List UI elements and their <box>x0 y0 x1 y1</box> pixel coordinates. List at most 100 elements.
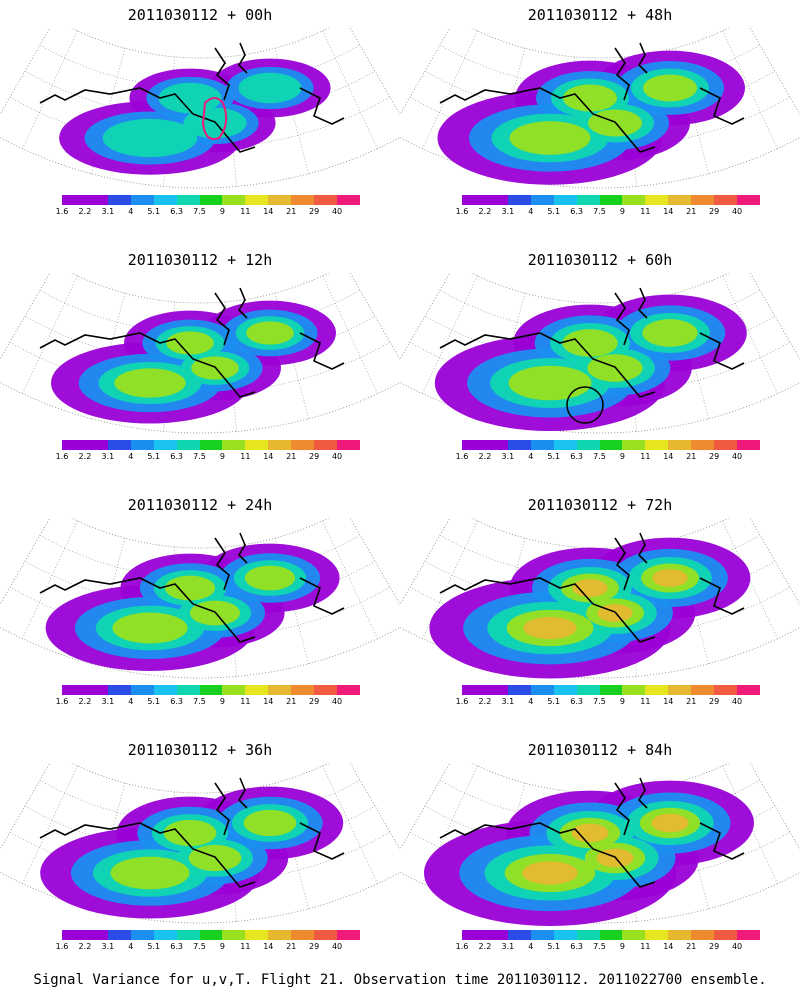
colorbar-segment <box>268 195 292 205</box>
colorbar-tick-label: 29 <box>309 942 320 951</box>
colorbar-tick-label: 40 <box>731 942 743 951</box>
colorbar-tick-label: 40 <box>731 697 743 706</box>
colorbar-tick-label: 4 <box>128 207 134 216</box>
colorbar-segment <box>668 685 692 695</box>
colorbar-tick-label: 3.1 <box>501 452 515 461</box>
colorbar-segment <box>153 440 177 450</box>
panel-title: 2011030112 + 12h <box>127 251 273 269</box>
colorbar-tick-label: 29 <box>709 942 720 951</box>
colorbar-tick-label: 11 <box>240 452 251 461</box>
colorbar-tick-label: 1.6 <box>55 207 69 216</box>
colorbar-segment <box>153 930 177 940</box>
colorbar-tick-label: 14 <box>663 697 674 706</box>
colorbar-segment <box>599 685 623 695</box>
colorbar-tick-label: 14 <box>263 942 274 951</box>
colorbar-segment <box>599 930 623 940</box>
coastline <box>39 287 345 398</box>
colorbar-segment <box>176 685 200 695</box>
colorbar-segment <box>84 930 108 940</box>
longitude-gridline <box>322 765 378 884</box>
coastline <box>39 532 345 643</box>
colorbar-tick-label: 9 <box>619 452 625 461</box>
colorbar-segment <box>507 195 531 205</box>
colorbar-tick-label: 29 <box>309 697 320 706</box>
colorbar-tick-label: 11 <box>640 697 651 706</box>
colorbar-segment <box>530 195 554 205</box>
colorbar-segment <box>314 195 338 205</box>
colorbar <box>62 930 360 940</box>
variance-contour <box>509 121 591 155</box>
variance-contour <box>651 813 689 833</box>
longitude-gridline <box>322 30 378 149</box>
colorbar-tick-label: 1.6 <box>55 452 69 461</box>
colorbar-segment <box>153 685 177 695</box>
coastline <box>39 42 345 153</box>
forecast-panel: 2011030112 + 12h 1.6 2.2 3.1 4 5.1 6.3 7.5 9 11 14… <box>0 245 400 490</box>
colorbar-tick-label: 4 <box>528 452 534 461</box>
colorbar-segment <box>107 195 131 205</box>
colorbar-tick-label: 4 <box>128 697 134 706</box>
colorbar-tick-label: 6.3 <box>570 697 583 706</box>
variance-contour <box>508 365 592 401</box>
colorbar-tick-label: 21 <box>286 697 297 706</box>
colorbar-tick-label: 11 <box>240 942 251 951</box>
variance-contour <box>166 331 214 355</box>
colorbar-tick-label: 11 <box>640 942 651 951</box>
colorbar-tick-label: 29 <box>709 697 720 706</box>
coastline <box>439 777 745 888</box>
colorbar-tick-label: 3.1 <box>501 207 515 216</box>
colorbar-tick-label: 6.3 <box>170 942 183 951</box>
colorbar <box>462 440 760 450</box>
colorbar-tick-label: 9 <box>619 207 625 216</box>
colorbar-segment <box>62 195 85 205</box>
colorbar-tick-label: 6.3 <box>570 452 583 461</box>
colorbar-tick-label: 21 <box>686 697 697 706</box>
map-plot <box>400 763 800 926</box>
colorbar-segment <box>314 440 338 450</box>
colorbar-ticks: 1.6 2.2 3.1 4 5.1 6.3 7.5 9 11 14 21 29 40 <box>48 942 378 954</box>
colorbar-tick-label: 9 <box>219 942 225 951</box>
colorbar-tick-label: 6.3 <box>170 207 183 216</box>
variance-contour <box>164 575 216 601</box>
colorbar-segment <box>222 440 246 450</box>
colorbar-tick-label: 7.5 <box>193 697 206 706</box>
colorbar-tick-label: 40 <box>731 452 743 461</box>
colorbar-segment <box>291 440 315 450</box>
colorbar-segment <box>668 440 692 450</box>
colorbar-tick-label: 7.5 <box>193 452 206 461</box>
target-circle <box>566 386 604 424</box>
colorbar-segment <box>553 685 577 695</box>
colorbar-segment <box>176 930 200 940</box>
colorbar-segment <box>553 440 577 450</box>
colorbar-segment <box>714 440 738 450</box>
colorbar-segment <box>245 930 269 940</box>
colorbar-tick-label: 2.2 <box>78 942 92 951</box>
colorbar-segment <box>530 440 554 450</box>
colorbar-tick-label: 3.1 <box>101 942 115 951</box>
colorbar-segment <box>107 685 131 695</box>
colorbar-segment <box>107 440 131 450</box>
colorbar-segment <box>199 930 223 940</box>
map-plot <box>0 273 400 434</box>
variance-contour <box>652 569 688 587</box>
colorbar-tick-label: 7.5 <box>593 697 606 706</box>
forecast-panel: 2011030112 + 48h 1.6 2.2 3.1 4 5.1 6.3 7.5 9 11 14… <box>400 0 800 245</box>
variance-contour <box>102 118 198 158</box>
forecast-panel: 2011030112 + 00h 1.6 2.2 3.1 4 5.1 6.3 7.5 9 11 14… <box>0 0 400 245</box>
colorbar-tick-label: 7.5 <box>593 452 606 461</box>
colorbar-segment <box>484 440 508 450</box>
variance-contour <box>571 823 609 843</box>
colorbar-tick-label: 9 <box>619 942 625 951</box>
colorbar-segment <box>337 440 360 450</box>
variance-contour <box>244 565 296 591</box>
colorbar-tick-label: 40 <box>331 452 343 461</box>
colorbar-ticks: 1.6 2.2 3.1 4 5.1 6.3 7.5 9 11 14 21 29 40 <box>448 942 778 954</box>
colorbar-segment <box>176 195 200 205</box>
colorbar-tick-label: 4 <box>128 942 134 951</box>
variance-contour <box>523 616 577 640</box>
colorbar-tick-label: 14 <box>263 697 274 706</box>
colorbar-tick-label: 5.1 <box>547 697 561 706</box>
colorbar-ticks: 1.6 2.2 3.1 4 5.1 6.3 7.5 9 11 14 21 29 40 <box>48 697 378 709</box>
colorbar-segment <box>314 685 338 695</box>
colorbar-tick-label: 5.1 <box>147 942 161 951</box>
